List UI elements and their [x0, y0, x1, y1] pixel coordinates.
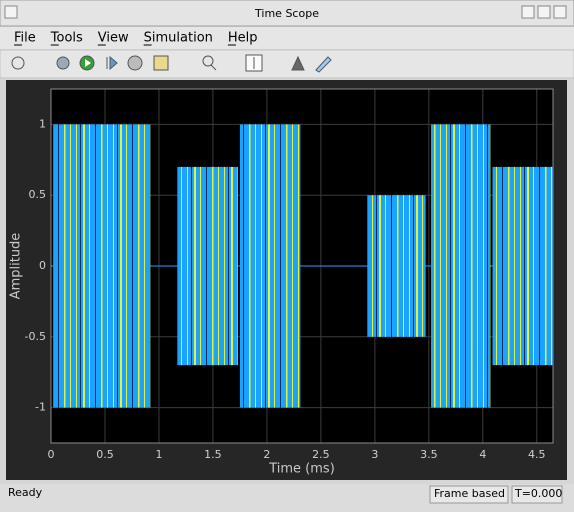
status-mode-box [429, 485, 509, 504]
y-tick-label: 0.5 [29, 188, 47, 201]
menu-item[interactable]: View [98, 31, 129, 46]
x-tick-label: 2 [263, 448, 270, 461]
y-tick-label: -0.5 [25, 330, 46, 343]
x-tick-label: 3 [371, 448, 378, 461]
x-tick-label: 2.5 [312, 448, 330, 461]
signal-burst [239, 124, 301, 408]
title-bar [0, 0, 574, 27]
y-tick-label: 0 [39, 259, 46, 272]
x-tick-label: 3.5 [420, 448, 438, 461]
status-time: T=0.000 [514, 487, 562, 500]
x-tick-label: 0.5 [96, 448, 114, 461]
x-tick-label: 0 [48, 448, 55, 461]
menu-item[interactable]: Help [228, 31, 258, 46]
x-tick-label: 1.5 [204, 448, 222, 461]
x-tick-label: 4.5 [528, 448, 546, 461]
x-tick-label: 4 [479, 448, 486, 461]
signal-burst [177, 166, 238, 366]
window-title: Time Scope [254, 7, 319, 20]
y-tick-label: -1 [35, 401, 46, 414]
status-time-box [511, 485, 563, 504]
signal-burst [431, 124, 491, 408]
menu-item[interactable]: File [14, 31, 36, 46]
signal-burst [492, 166, 553, 366]
toolbar [0, 49, 574, 79]
menu-item[interactable]: Simulation [144, 31, 213, 46]
window-menu-button[interactable] [4, 5, 18, 19]
x-axis-label: Time (ms) [268, 462, 335, 477]
signal-burst [367, 195, 426, 337]
status-mode: Frame based [434, 487, 505, 500]
axes-frame [50, 88, 554, 444]
status-text: Ready [8, 486, 43, 499]
menu-bar [0, 27, 574, 49]
menu-item[interactable]: Tools [50, 31, 83, 46]
window-controls[interactable] [521, 5, 567, 19]
y-axis-label: Amplitude [9, 233, 24, 300]
signal-burst [53, 124, 151, 408]
toolbar-icons[interactable] [11, 54, 332, 73]
y-tick-label: 1 [39, 117, 46, 130]
x-tick-label: 1 [155, 448, 162, 461]
